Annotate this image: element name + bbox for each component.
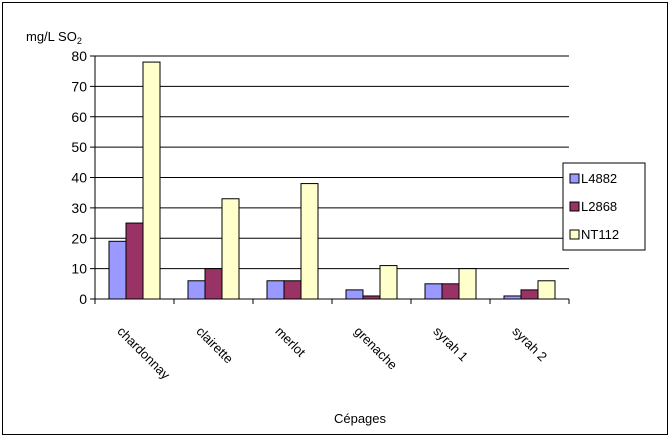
bar-nt112 — [300, 183, 319, 300]
axes — [90, 55, 570, 304]
bar-l2868 — [520, 289, 539, 300]
legend: L4882 L2868 NT112 — [562, 162, 646, 251]
y-axis-label-subscript: 2 — [77, 36, 82, 46]
legend-label: NT112 — [581, 227, 619, 242]
y-tick-label: 20 — [71, 230, 87, 246]
x-tick-label: merlot — [272, 324, 308, 360]
y-tick-label: 60 — [71, 109, 87, 125]
y-tick-label: 70 — [71, 78, 87, 94]
x-tick-label: syrah 2 — [509, 324, 550, 365]
y-tick-label: 40 — [71, 170, 87, 186]
x-tick-label: syrah 1 — [430, 324, 471, 365]
bar-l2868 — [441, 283, 460, 300]
legend-label: L4882 — [581, 171, 617, 186]
bar-l2868 — [125, 222, 144, 300]
bar-l4882 — [424, 283, 443, 300]
x-axis-label: Cépages — [334, 411, 387, 426]
y-tick-label: 0 — [79, 291, 87, 307]
x-tick-label: chardonnay — [114, 324, 173, 383]
bars — [108, 61, 556, 300]
y-tick-label: 30 — [71, 200, 87, 216]
bar-l2868 — [204, 268, 223, 300]
bar-nt112 — [142, 61, 161, 300]
bar-l4882 — [345, 289, 364, 300]
y-tick-label: 80 — [71, 48, 87, 64]
legend-label: L2868 — [581, 199, 617, 214]
bar-l2868 — [283, 280, 302, 300]
y-axis-label: mg/L SO2 — [26, 29, 82, 46]
y-tick-labels: 0 10 20 30 40 50 60 70 80 — [71, 48, 87, 307]
bar-nt112 — [221, 198, 240, 300]
y-tick-label: 50 — [71, 139, 87, 155]
chart-area: 0 10 20 30 40 50 60 70 80 chardonnay clairette mer… — [2, 2, 668, 435]
bar-nt112 — [537, 280, 556, 300]
bar-l4882 — [108, 240, 127, 300]
bar-chart: 0 10 20 30 40 50 60 70 80 chardonnay clairette mer… — [26, 29, 646, 426]
x-tick-label: grenache — [351, 324, 400, 373]
gridlines — [95, 55, 569, 270]
x-tick-label: clairette — [193, 324, 236, 367]
bar-nt112 — [379, 265, 398, 300]
bar-l4882 — [266, 280, 285, 300]
legend-swatch — [569, 229, 580, 240]
x-tick-labels: chardonnay clairette merlot grenache syrah 1… — [114, 324, 550, 383]
bar-l4882 — [187, 280, 206, 300]
bar-nt112 — [458, 268, 477, 300]
legend-swatch — [569, 201, 580, 212]
y-tick-label: 10 — [71, 261, 87, 277]
y-axis-label-main: mg/L SO — [26, 29, 77, 44]
legend-swatch — [569, 173, 580, 184]
